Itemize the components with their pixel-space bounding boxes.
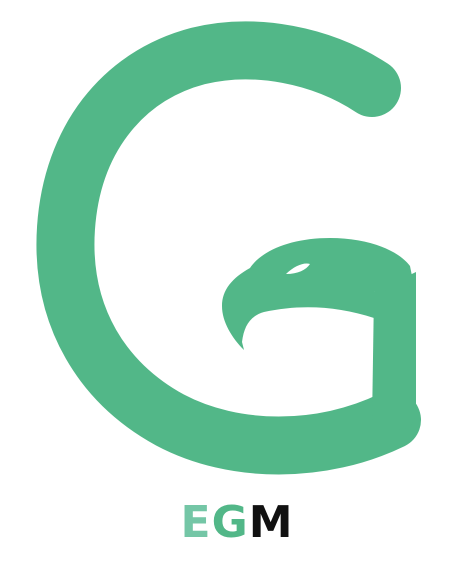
egm-wordmark: EGM bbox=[0, 497, 474, 549]
g-eagle-emblem-icon bbox=[36, 21, 421, 475]
wordmark-letter-g: G bbox=[211, 497, 249, 548]
wordmark-letter-m: M bbox=[248, 497, 294, 548]
eagle-head-icon bbox=[222, 238, 414, 350]
g-letterform-icon bbox=[36, 21, 421, 475]
wordmark-letter-e: E bbox=[180, 497, 212, 548]
eagle-eye-icon bbox=[286, 263, 310, 274]
g-crossbar-stem-icon bbox=[372, 272, 416, 430]
